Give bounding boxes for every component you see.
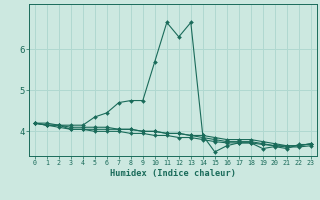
X-axis label: Humidex (Indice chaleur): Humidex (Indice chaleur) — [110, 169, 236, 178]
